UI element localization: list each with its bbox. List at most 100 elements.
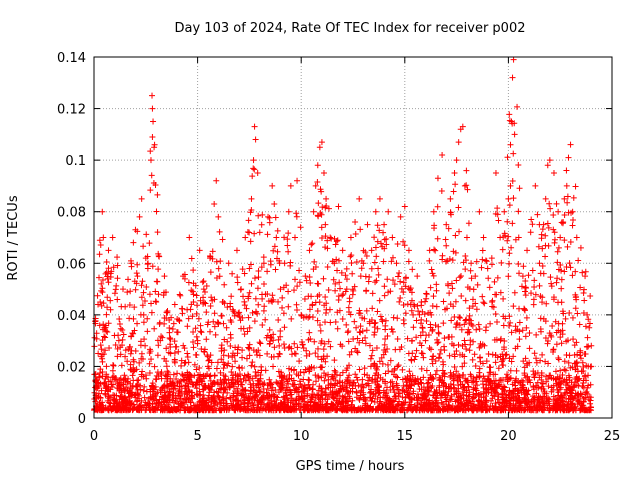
data-point xyxy=(240,376,247,383)
data-point xyxy=(566,374,573,381)
data-point xyxy=(529,406,536,413)
data-point xyxy=(229,354,236,361)
data-point xyxy=(360,247,367,254)
data-point xyxy=(240,293,247,300)
data-point xyxy=(282,389,289,396)
data-point xyxy=(215,381,222,388)
data-point xyxy=(404,335,411,342)
data-point xyxy=(198,329,205,336)
data-point xyxy=(384,276,391,283)
data-point xyxy=(103,259,110,266)
data-point xyxy=(367,363,374,370)
data-point xyxy=(126,390,133,397)
data-point xyxy=(418,342,425,349)
data-point xyxy=(193,292,200,299)
data-point xyxy=(270,363,277,370)
data-point xyxy=(300,403,307,410)
data-point xyxy=(452,398,459,405)
data-point xyxy=(561,366,568,373)
data-point xyxy=(270,391,277,398)
data-point xyxy=(376,358,383,365)
data-point xyxy=(495,365,502,372)
data-point xyxy=(312,372,319,379)
data-point xyxy=(526,345,533,352)
data-point xyxy=(552,368,559,375)
data-point xyxy=(341,384,348,391)
data-point xyxy=(322,396,329,403)
data-point xyxy=(139,302,146,309)
data-point xyxy=(450,188,457,195)
data-point xyxy=(424,385,431,392)
data-point xyxy=(195,315,202,322)
data-point xyxy=(531,283,538,290)
data-point xyxy=(328,235,335,242)
data-point xyxy=(242,403,249,410)
data-point xyxy=(293,306,300,313)
data-point xyxy=(342,272,349,279)
data-point xyxy=(266,399,273,406)
data-point xyxy=(409,372,416,379)
data-point xyxy=(322,233,329,240)
data-point xyxy=(368,397,375,404)
data-point xyxy=(368,352,375,359)
data-point xyxy=(124,289,131,296)
data-point xyxy=(235,373,242,380)
data-point xyxy=(177,383,184,390)
data-point xyxy=(171,349,178,356)
data-point xyxy=(335,296,342,303)
data-point xyxy=(251,363,258,370)
data-point xyxy=(175,348,182,355)
data-point xyxy=(187,399,194,406)
data-point xyxy=(361,365,368,372)
data-point xyxy=(488,397,495,404)
data-point xyxy=(227,342,234,349)
data-point xyxy=(221,379,228,386)
data-point xyxy=(555,327,562,334)
data-point xyxy=(542,335,549,342)
data-point xyxy=(508,244,515,251)
data-point xyxy=(588,363,595,370)
data-point xyxy=(501,346,508,353)
data-point xyxy=(211,395,218,402)
data-point xyxy=(365,405,372,412)
data-point xyxy=(117,325,124,332)
data-point xyxy=(99,351,106,358)
data-point xyxy=(136,392,143,399)
data-point xyxy=(192,325,199,332)
data-point xyxy=(203,336,210,343)
data-point xyxy=(516,185,523,192)
data-point xyxy=(537,394,544,401)
data-point xyxy=(185,383,192,390)
data-point xyxy=(139,278,146,285)
data-point xyxy=(338,269,345,276)
data-point xyxy=(256,339,263,346)
data-point xyxy=(439,151,446,158)
data-point xyxy=(506,111,513,118)
data-point xyxy=(180,273,187,280)
data-point xyxy=(160,399,167,406)
data-point xyxy=(381,236,388,243)
data-point xyxy=(570,194,577,201)
data-point xyxy=(338,386,345,393)
data-point xyxy=(575,257,582,264)
data-point xyxy=(445,406,452,413)
data-point xyxy=(353,388,360,395)
data-point xyxy=(439,372,446,379)
data-point xyxy=(524,401,531,408)
data-point xyxy=(331,382,338,389)
data-point xyxy=(418,365,425,372)
data-point xyxy=(390,314,397,321)
y-tick-label: 0 xyxy=(78,412,86,427)
data-point xyxy=(128,333,135,340)
data-point xyxy=(496,381,503,388)
data-point xyxy=(553,279,560,286)
data-point xyxy=(363,327,370,334)
data-point xyxy=(143,231,150,238)
data-point xyxy=(235,310,242,317)
data-point xyxy=(275,368,282,375)
data-point xyxy=(474,382,481,389)
data-point xyxy=(429,360,436,367)
data-point xyxy=(516,336,523,343)
data-point xyxy=(248,362,255,369)
data-point xyxy=(318,337,325,344)
